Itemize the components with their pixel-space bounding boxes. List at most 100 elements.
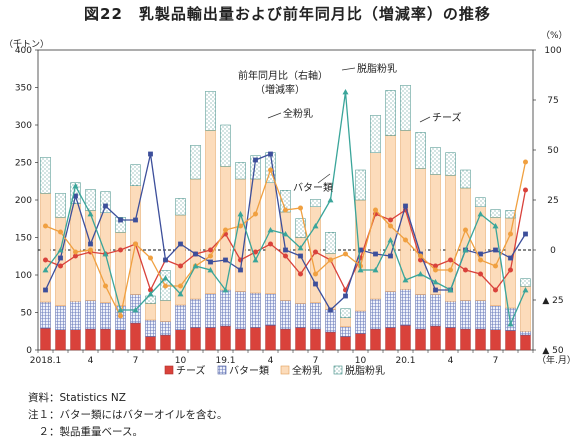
point-バター類 xyxy=(178,241,183,247)
point-全粉乳 xyxy=(118,313,123,319)
point-脱脂粉乳 xyxy=(132,307,139,313)
right-axis-unit: （%） xyxy=(541,30,568,41)
right-axis-tick-label: 75 xyxy=(547,96,558,106)
point-全粉乳 xyxy=(238,223,243,229)
left-axis-tick-label: 50 xyxy=(21,309,33,319)
point-チーズ xyxy=(178,263,183,269)
point-脱脂粉乳 xyxy=(432,279,439,285)
point-バター類 xyxy=(313,281,318,287)
bar-バター類 xyxy=(400,289,411,326)
point-全粉乳 xyxy=(343,251,348,257)
point-バター類 xyxy=(253,157,258,163)
bar-バター類 xyxy=(520,331,531,336)
right-axis-tick-label: 100 xyxy=(544,46,561,56)
bar-バター類 xyxy=(310,302,321,330)
x-axis-tick-label: 10 xyxy=(175,356,187,366)
point-バター類 xyxy=(358,247,363,253)
legend-label-バター類: バター類 xyxy=(229,365,269,377)
bar-チーズ xyxy=(370,328,381,351)
point-バター類 xyxy=(403,203,408,209)
point-バター類 xyxy=(133,217,138,223)
bar-全粉乳 xyxy=(340,317,351,327)
bar-脱脂粉乳 xyxy=(505,210,516,219)
page-title: 図22 乳製品輸出量および前年同月比（増減率）の推移 xyxy=(84,5,491,23)
bar-バター類 xyxy=(85,300,96,330)
bar-チーズ xyxy=(70,329,81,351)
point-脱脂粉乳 xyxy=(222,287,229,293)
point-バター類 xyxy=(208,259,213,265)
bar-バター類 xyxy=(205,293,216,328)
bar-脱脂粉乳 xyxy=(520,278,531,287)
bar-脱脂粉乳 xyxy=(100,191,111,213)
point-脱脂粉乳 xyxy=(57,247,64,253)
bar-バター類 xyxy=(280,300,291,330)
point-チーズ xyxy=(253,249,258,255)
bar-全粉乳 xyxy=(385,135,396,292)
bar-脱脂粉乳 xyxy=(370,115,381,153)
point-全粉乳 xyxy=(523,159,528,165)
point-チーズ xyxy=(388,217,393,223)
point-バター類 xyxy=(433,287,438,293)
bar-脱脂粉乳 xyxy=(355,169,366,201)
left-axis-unit: （千トン） xyxy=(4,39,49,50)
bar-バター類 xyxy=(160,321,171,336)
bar-バター類 xyxy=(145,319,156,337)
point-チーズ xyxy=(268,241,273,247)
point-全粉乳 xyxy=(433,267,438,273)
bar-チーズ xyxy=(400,325,411,351)
point-チーズ xyxy=(208,247,213,253)
x-axis-tick-label: 20.1 xyxy=(395,356,415,366)
point-脱脂粉乳 xyxy=(297,245,304,251)
annotation-skim-milk: 脱脂粉乳 xyxy=(357,62,397,75)
right-axis-tick-label: 0 xyxy=(550,246,556,256)
point-全粉乳 xyxy=(328,257,333,263)
point-脱脂粉乳 xyxy=(237,211,244,217)
point-脱脂粉乳 xyxy=(87,211,94,217)
bar-チーズ xyxy=(40,328,51,351)
point-全粉乳 xyxy=(493,263,498,269)
x-axis-tick-label: 7 xyxy=(493,356,499,366)
point-脱脂粉乳 xyxy=(447,287,454,293)
bar-バター類 xyxy=(430,294,441,327)
point-バター類 xyxy=(388,253,393,259)
bar-バター類 xyxy=(355,310,366,334)
bar-全粉乳 xyxy=(250,178,261,294)
bar-バター類 xyxy=(445,301,456,328)
point-全粉乳 xyxy=(298,205,303,211)
bar-全粉乳 xyxy=(190,178,201,300)
bar-チーズ xyxy=(100,328,111,351)
bar-全粉乳 xyxy=(145,303,156,321)
point-チーズ xyxy=(418,257,423,263)
point-脱脂粉乳 xyxy=(102,251,109,257)
point-バター類 xyxy=(238,267,243,273)
bar-チーズ xyxy=(520,334,531,351)
bar-チーズ xyxy=(340,336,351,351)
point-チーズ xyxy=(448,257,453,263)
point-バター類 xyxy=(163,257,168,263)
point-脱脂粉乳 xyxy=(492,223,499,229)
bar-バター類 xyxy=(325,309,336,333)
point-全粉乳 xyxy=(208,253,213,259)
point-バター類 xyxy=(283,247,288,253)
point-チーズ xyxy=(478,271,483,277)
bar-脱脂粉乳 xyxy=(310,199,321,207)
point-全粉乳 xyxy=(448,267,453,273)
point-脱脂粉乳 xyxy=(312,223,319,229)
bar-チーズ xyxy=(445,327,456,351)
bar-バター類 xyxy=(415,294,426,330)
bar-バター類 xyxy=(250,292,261,328)
bar-バター類 xyxy=(175,304,186,330)
bar-チーズ xyxy=(160,334,171,351)
legend-swatch-脱脂粉乳 xyxy=(333,365,343,375)
bar-チーズ xyxy=(220,325,231,351)
x-axis-tick-label: 4 xyxy=(268,356,274,366)
point-全粉乳 xyxy=(73,249,78,255)
point-全粉乳 xyxy=(58,229,63,235)
bar-チーズ xyxy=(145,336,156,351)
bar-脱脂粉乳 xyxy=(190,145,201,180)
annotation-butter: バター類 xyxy=(293,182,333,194)
point-チーズ xyxy=(283,253,288,259)
point-脱脂粉乳 xyxy=(387,237,394,243)
point-全粉乳 xyxy=(403,237,408,243)
legend-label-全粉乳: 全粉乳 xyxy=(292,364,322,377)
